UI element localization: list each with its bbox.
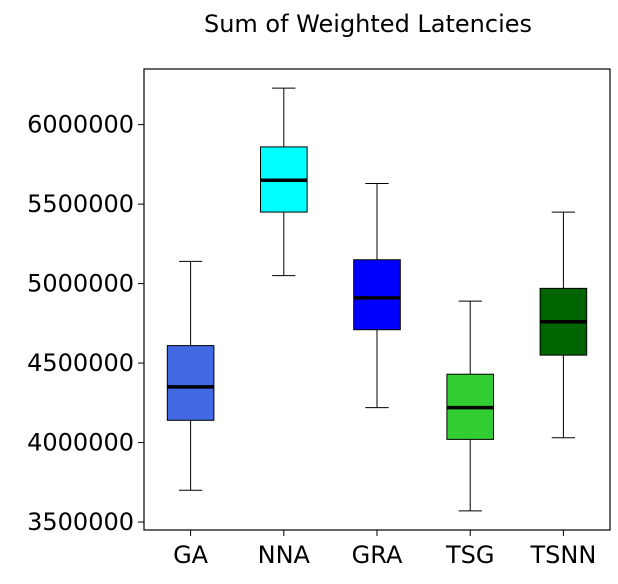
y-tick-label: 4500000 — [27, 349, 134, 377]
x-tick-label: GRA — [352, 541, 403, 569]
y-tick-label: 6000000 — [27, 111, 134, 139]
box-nna — [260, 87, 308, 277]
y-tick-label: 5500000 — [27, 190, 134, 218]
x-tick-label: GA — [173, 541, 209, 569]
box-gra — [353, 182, 401, 409]
y-tick-label: 3500000 — [27, 508, 134, 536]
iqr-box — [353, 259, 401, 331]
box-tsnn — [539, 211, 588, 439]
y-axis: 3500000 4000000 4500000 5000000 5500000 60000… — [27, 111, 144, 536]
x-tick-label: TSNN — [529, 541, 596, 569]
y-tick-label: 4000000 — [27, 429, 134, 457]
plot-frame — [143, 68, 611, 531]
box-tsg — [446, 300, 494, 512]
box-ga — [166, 260, 215, 491]
x-axis: GA NNA GRA TSG TSNN — [173, 530, 596, 569]
x-tick-label: NNA — [258, 541, 311, 569]
iqr-box — [166, 345, 215, 421]
x-tick-label: TSG — [445, 541, 495, 569]
boxes-group — [166, 87, 588, 512]
y-tick-label: 5000000 — [27, 270, 134, 298]
chart-title: Sum of Weighted Latencies — [204, 10, 532, 38]
